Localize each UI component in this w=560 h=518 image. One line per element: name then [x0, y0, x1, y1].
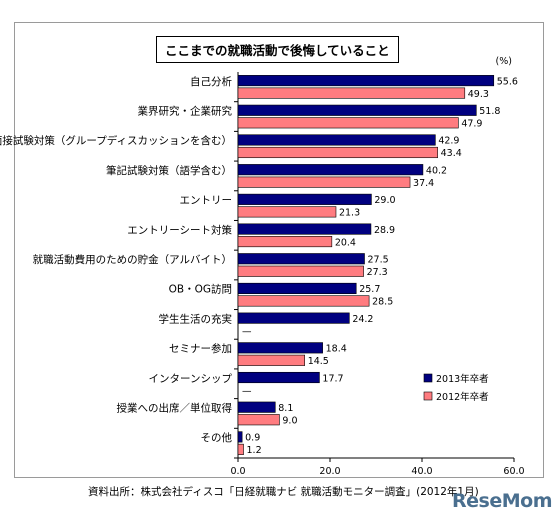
bar-2012 — [237, 443, 244, 455]
bar-2012 — [237, 206, 337, 218]
bar-2013 — [237, 104, 477, 116]
legend-label-2012: 2012年卒者 — [436, 391, 489, 403]
value-label: 27.5 — [368, 255, 389, 266]
value-label: 42.9 — [438, 136, 459, 147]
category-label: OB・OG訪問 — [169, 283, 232, 296]
bar-2012 — [237, 295, 370, 307]
bar-2013 — [237, 431, 243, 443]
category-label: 就職活動費用のための貯金（アルバイト） — [33, 253, 232, 266]
category-label: 面接試験対策（グループディスカッションを含む） — [0, 134, 232, 147]
value-label: 1.2 — [247, 445, 262, 456]
legend-label-2013: 2013年卒者 — [436, 373, 489, 385]
source-note: 資料出所：株式会社ディスコ「日経就職ナビ 就職活動モニター調査」(2012年1月… — [88, 486, 479, 498]
watermark-logo: ReseMom — [452, 490, 552, 512]
x-tick-label: 40.0 — [411, 466, 432, 477]
category-label: セミナー参加 — [169, 342, 232, 355]
value-label: 20.4 — [335, 237, 356, 248]
category-label: 授業への出席／単位取得 — [117, 401, 233, 414]
value-label: 28.5 — [372, 297, 393, 308]
category-label: インターンシップ — [149, 373, 233, 385]
category-label: 自己分析 — [190, 75, 232, 88]
value-label: 40.2 — [426, 165, 447, 176]
value-label: 29.0 — [374, 195, 395, 206]
value-label: 27.3 — [367, 267, 388, 278]
chart-title: ここまでの就職活動で後悔していること — [156, 36, 399, 63]
bar-2012 — [237, 354, 305, 366]
value-label: 43.4 — [441, 148, 462, 159]
category-label: その他 — [201, 431, 233, 444]
bar-2013 — [237, 371, 320, 384]
value-label: 51.8 — [479, 106, 500, 117]
bar-2012 — [237, 236, 333, 248]
bar-2013 — [237, 75, 495, 87]
value-label: 47.9 — [461, 119, 482, 130]
bar-2013 — [237, 193, 372, 205]
bar-2013 — [237, 164, 424, 176]
value-label: 49.3 — [468, 89, 489, 100]
value-label: 37.4 — [413, 178, 434, 189]
unit-label: (%) — [496, 56, 512, 67]
value-label: 28.9 — [374, 225, 395, 236]
x-tick-label: 60.0 — [503, 466, 524, 477]
x-tick-label: 20.0 — [319, 466, 340, 477]
value-label: 21.3 — [339, 208, 360, 219]
category-label: 筆記試験対策（語学含む） — [106, 164, 232, 177]
legend-swatch-2013 — [423, 373, 433, 383]
bar-2012 — [237, 117, 459, 129]
category-label: エントリーシート対策 — [127, 223, 232, 236]
category-label: 学生生活の充実 — [159, 312, 233, 325]
bar-2012 — [237, 414, 280, 426]
bar-2012 — [237, 146, 438, 159]
bar-2012 — [237, 176, 411, 188]
value-label: 24.2 — [352, 314, 373, 325]
value-label: 0.9 — [245, 433, 260, 444]
value-label: 18.4 — [326, 344, 347, 355]
bar-2013 — [237, 134, 436, 146]
category-label: エントリー — [180, 195, 233, 207]
bar-2013 — [237, 253, 365, 265]
bar-2013 — [237, 223, 372, 235]
bar-2012 — [237, 265, 364, 277]
bar-2013 — [237, 401, 276, 413]
x-tick-label: 0.0 — [230, 466, 245, 477]
value-label: — — [242, 386, 252, 397]
value-label: 25.7 — [359, 284, 380, 295]
value-label: 14.5 — [308, 356, 329, 367]
bar-2012 — [237, 87, 466, 99]
value-label: 9.0 — [282, 415, 297, 426]
value-label: 8.1 — [278, 403, 293, 414]
bar-2013 — [237, 342, 323, 354]
legend-swatch-2012 — [423, 391, 433, 401]
value-label: — — [242, 326, 252, 337]
value-label: 17.7 — [322, 373, 343, 384]
category-label: 業界研究・企業研究 — [138, 105, 233, 118]
value-label: 55.6 — [497, 76, 518, 87]
bar-2013 — [237, 282, 357, 294]
bar-2013 — [237, 312, 350, 324]
